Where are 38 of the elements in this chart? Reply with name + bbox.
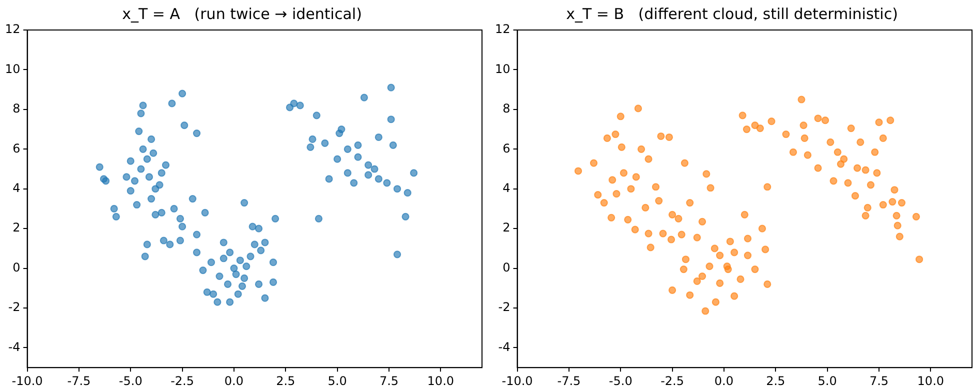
y-tick-label: 8 xyxy=(12,102,20,116)
x-tick-label: 7.5 xyxy=(379,374,399,388)
x-tick-label: -5.0 xyxy=(608,374,632,388)
y-tick-label: 10 xyxy=(494,62,510,76)
y-tick-label: -2 xyxy=(498,300,510,314)
y-tick-label: -2 xyxy=(8,300,20,314)
y-tick-label: 6 xyxy=(502,141,510,156)
x-tick-label: -2.5 xyxy=(660,374,684,388)
y-tick-label: 2 xyxy=(12,220,20,235)
x-tick-label: 10.0 xyxy=(917,374,944,388)
chart-title: x_T = B (different cloud, still deterministic) xyxy=(566,4,898,23)
y-tick-label: 4 xyxy=(502,180,510,195)
x-tick-label: 5.0 xyxy=(818,374,837,388)
x-tick-label: -7.5 xyxy=(557,374,581,388)
x-tick-label: -5.0 xyxy=(118,374,142,388)
x-tick-label: 2.5 xyxy=(766,374,786,388)
y-tick-label: 8 xyxy=(502,102,510,116)
x-tick-label: -10.0 xyxy=(12,374,43,388)
chart-title: x_T = A (run twice → identical) xyxy=(122,4,362,23)
y-tick-label: -4 xyxy=(498,340,510,354)
x-tick-label: -2.5 xyxy=(170,374,194,388)
y-tick-label: 0 xyxy=(502,260,510,274)
x-tick-label: 2.5 xyxy=(276,374,296,388)
y-tick-label: -4 xyxy=(8,340,20,354)
x-tick-label: 7.5 xyxy=(869,374,889,388)
x-tick-label: 5.0 xyxy=(328,374,347,388)
y-tick-label: 2 xyxy=(502,220,510,235)
y-tick-label: 10 xyxy=(4,62,20,76)
y-tick-label: 4 xyxy=(12,180,20,195)
y-tick-label: 6 xyxy=(12,141,20,156)
x-tick-label: -7.5 xyxy=(67,374,91,388)
y-tick-label: 12 xyxy=(4,22,20,36)
x-tick-label: 0.0 xyxy=(224,374,244,388)
x-tick-label: 10.0 xyxy=(427,374,454,388)
x-tick-label: -10.0 xyxy=(502,374,533,388)
y-tick-label: 12 xyxy=(494,22,510,36)
y-tick-label: 0 xyxy=(12,260,20,274)
x-tick-label: 0.0 xyxy=(714,374,734,388)
